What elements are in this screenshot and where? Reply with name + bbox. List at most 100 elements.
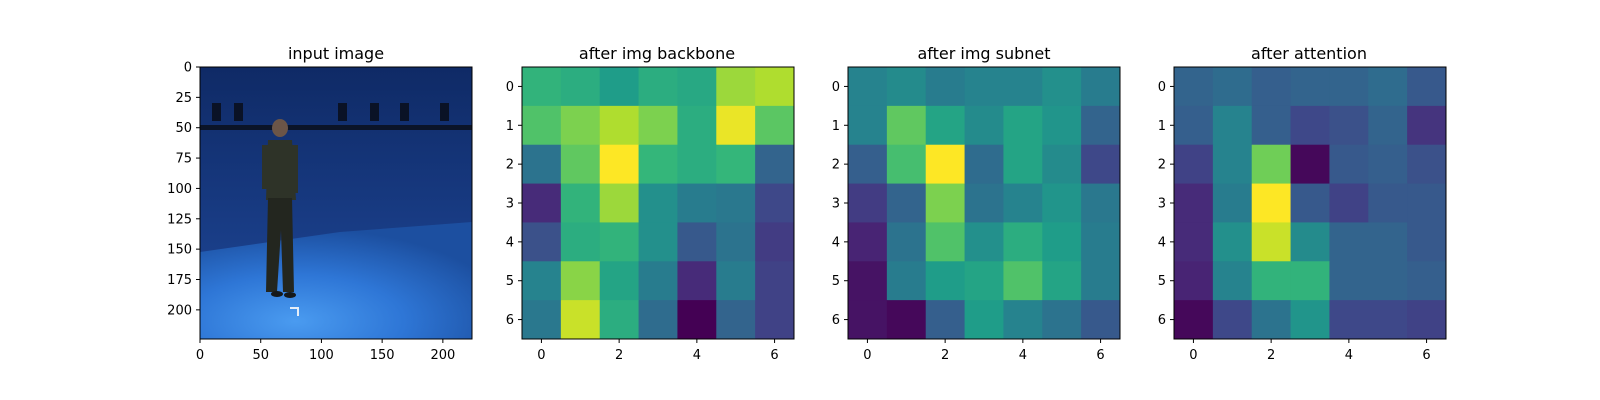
heatmap-cell xyxy=(964,183,1004,223)
x-tick-label: 0 xyxy=(196,348,204,363)
photo-rig-light xyxy=(212,103,221,121)
y-tick-label: 50 xyxy=(175,121,192,136)
heatmap-cell xyxy=(1368,105,1408,146)
heatmap-cell xyxy=(925,105,966,146)
panel-input-image: input image 0 50 100 150 200 0 25 50 75 100 xyxy=(167,44,473,364)
heatmap-cell xyxy=(1368,183,1408,223)
x-tick-label: 6 xyxy=(770,348,778,363)
heatmap-cell xyxy=(1042,105,1082,146)
heatmap-cell xyxy=(1251,67,1292,107)
heatmap-cell xyxy=(716,144,756,185)
heatmap-cell xyxy=(522,67,562,107)
heatmap-cell xyxy=(755,144,795,185)
heatmap-cell xyxy=(638,105,678,146)
heatmap-cell xyxy=(522,183,562,223)
heatmap-cell xyxy=(925,144,966,185)
heatmap-cell xyxy=(638,183,678,223)
axes-ticks: 0 50 100 150 200 0 25 50 75 100 125 150 175 200 xyxy=(167,61,455,364)
x-tick-label: 2 xyxy=(941,348,949,363)
heatmap-cell xyxy=(1290,261,1330,301)
heatmap-cell xyxy=(755,222,795,262)
heatmap-cell xyxy=(925,261,966,301)
y-tick-label: 3 xyxy=(832,197,840,212)
heatmap-cell xyxy=(1251,105,1292,146)
heatmap-cell xyxy=(560,144,601,185)
heatmap-cell xyxy=(1174,183,1214,223)
heatmap-cell xyxy=(1174,105,1214,146)
heatmap-cell xyxy=(1251,300,1292,340)
heatmap-cell xyxy=(1407,300,1447,340)
photo-rig-light xyxy=(440,103,449,121)
heatmap-cell xyxy=(964,144,1004,185)
heatmap-cell xyxy=(964,300,1004,340)
heatmap-cell xyxy=(1042,261,1082,301)
heatmap-cell xyxy=(677,300,717,340)
heatmap-cell xyxy=(1212,67,1253,107)
axes-ticks: 0 2 4 6 0 1 2 3 4 5 6 xyxy=(1158,80,1431,363)
y-tick-label: 4 xyxy=(1158,235,1166,250)
heatmap-cell xyxy=(964,261,1004,301)
heatmap-cell xyxy=(1329,300,1369,340)
heatmap-cell xyxy=(1290,105,1330,146)
heatmap-cell xyxy=(522,144,562,185)
heatmap-cell xyxy=(1003,183,1043,223)
heatmap-cell xyxy=(599,144,640,185)
y-tick-label: 3 xyxy=(1158,197,1166,212)
heatmap-cell xyxy=(677,183,717,223)
heatmap-cell xyxy=(1290,144,1330,185)
y-tick-label: 100 xyxy=(167,182,192,197)
heatmap-cell xyxy=(886,300,927,340)
heatmap-cell xyxy=(1081,300,1121,340)
heatmap-cell xyxy=(755,105,795,146)
photo-rig-light xyxy=(370,103,379,121)
heatmap-cell xyxy=(848,67,888,107)
axes-frame xyxy=(199,66,473,340)
heatmap-cell xyxy=(848,105,888,146)
heatmap-cell xyxy=(886,144,927,185)
heatmap-cell xyxy=(1174,261,1214,301)
y-tick-label: 200 xyxy=(167,303,192,318)
heatmap-cell xyxy=(1003,261,1043,301)
y-tick-label: 25 xyxy=(175,91,192,106)
heatmap-cell xyxy=(716,222,756,262)
panel-after-img-backbone: after img backbone 0 2 4 6 0 1 2 3 4 5 6 xyxy=(506,44,795,363)
heatmap-cell xyxy=(964,222,1004,262)
heatmap-cell xyxy=(1290,67,1330,107)
photo xyxy=(200,67,472,339)
heatmap-cell xyxy=(638,261,678,301)
y-tick-label: 4 xyxy=(832,235,840,250)
x-tick-label: 6 xyxy=(1096,348,1104,363)
heatmap-cell xyxy=(1042,144,1082,185)
y-tick-label: 0 xyxy=(506,80,514,95)
y-tick-label: 6 xyxy=(1158,313,1166,328)
y-tick-label: 1 xyxy=(506,119,514,134)
x-tick-label: 6 xyxy=(1422,348,1430,363)
axes-ticks: 0 2 4 6 0 1 2 3 4 5 6 xyxy=(506,80,779,363)
heatmap-cell xyxy=(1003,67,1043,107)
heatmap-cell xyxy=(755,300,795,340)
heatmap-cell xyxy=(1368,300,1408,340)
y-tick-label: 6 xyxy=(506,313,514,328)
heatmap-cell xyxy=(1042,183,1082,223)
heatmap-cell xyxy=(1251,261,1292,301)
heatmap-cell xyxy=(1329,105,1369,146)
heatmap-cell xyxy=(1329,144,1369,185)
heatmap-cell xyxy=(1174,300,1214,340)
heatmap-cell xyxy=(1174,67,1214,107)
panel-after-img-subnet: after img subnet 0 2 4 6 0 1 2 3 4 5 6 xyxy=(832,44,1121,363)
heatmap-cell xyxy=(1290,300,1330,340)
heatmap-cell xyxy=(638,67,678,107)
photo-floor-marker xyxy=(290,307,299,316)
panel-title: input image xyxy=(288,44,384,63)
heatmap-cell xyxy=(1174,222,1214,262)
heatmap-cell xyxy=(1174,144,1214,185)
y-tick-label: 150 xyxy=(167,243,192,258)
heatmap-cell xyxy=(1368,144,1408,185)
x-tick-label: 0 xyxy=(537,348,545,363)
heatmap-cell xyxy=(677,144,717,185)
x-tick-label: 4 xyxy=(1345,348,1353,363)
heatmap-cell xyxy=(1329,222,1369,262)
heatmap-cell xyxy=(560,300,601,340)
heatmap-cell xyxy=(560,222,601,262)
heatmap xyxy=(848,67,1121,340)
